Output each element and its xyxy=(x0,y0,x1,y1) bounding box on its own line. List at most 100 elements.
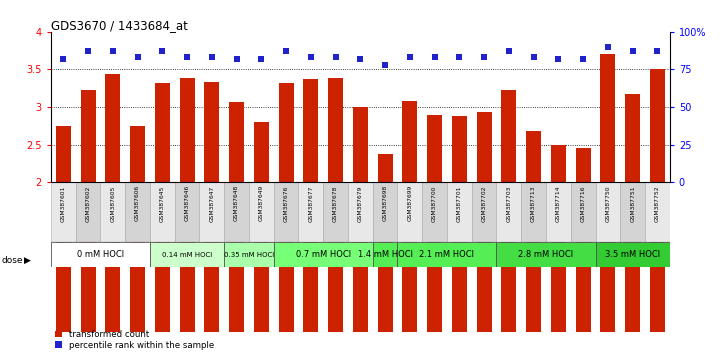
Bar xyxy=(596,242,670,267)
Bar xyxy=(422,182,447,242)
Point xyxy=(528,55,539,60)
Bar xyxy=(106,74,120,182)
Bar xyxy=(452,116,467,182)
Bar xyxy=(397,182,422,242)
Bar xyxy=(620,182,645,242)
Bar xyxy=(175,182,199,242)
Bar xyxy=(51,242,150,267)
Point xyxy=(553,56,564,62)
Bar xyxy=(650,69,665,182)
Bar xyxy=(180,79,194,182)
Text: GSM387714: GSM387714 xyxy=(556,185,561,222)
Point xyxy=(404,55,416,60)
Bar xyxy=(645,182,670,242)
Bar xyxy=(81,91,95,182)
Text: GSM387751: GSM387751 xyxy=(630,185,635,222)
Bar xyxy=(502,91,516,182)
Text: GSM387702: GSM387702 xyxy=(482,185,486,222)
Text: GSM387605: GSM387605 xyxy=(111,185,115,222)
Text: dose: dose xyxy=(1,256,23,265)
Bar xyxy=(452,116,467,332)
Text: GSM387701: GSM387701 xyxy=(457,185,462,222)
Point xyxy=(379,62,391,68)
Point xyxy=(206,55,218,60)
Bar xyxy=(205,82,219,182)
Bar xyxy=(279,83,293,332)
Bar xyxy=(155,83,170,182)
Bar xyxy=(323,182,348,242)
Text: GSM387647: GSM387647 xyxy=(210,185,214,222)
Text: GSM387699: GSM387699 xyxy=(408,185,412,221)
Bar xyxy=(304,79,318,182)
Bar xyxy=(403,101,417,182)
Bar xyxy=(274,242,373,267)
Point xyxy=(355,56,366,62)
Bar xyxy=(254,122,269,332)
Bar xyxy=(125,182,150,242)
Bar xyxy=(397,242,496,267)
Text: GSM387713: GSM387713 xyxy=(531,185,536,222)
Bar xyxy=(229,102,244,332)
Bar xyxy=(298,182,323,242)
Text: GSM387601: GSM387601 xyxy=(61,185,66,222)
Bar xyxy=(521,182,546,242)
Bar xyxy=(224,242,274,267)
Point xyxy=(157,48,168,54)
Point xyxy=(330,55,341,60)
Text: 1.4 mM HOCl: 1.4 mM HOCl xyxy=(357,250,413,259)
Bar xyxy=(106,74,120,332)
Point xyxy=(503,48,515,54)
Bar xyxy=(571,182,596,242)
Text: GSM387676: GSM387676 xyxy=(284,185,288,222)
Text: 0.7 mM HOCl: 0.7 mM HOCl xyxy=(296,250,351,259)
Bar xyxy=(403,101,417,332)
Bar xyxy=(502,91,516,332)
Text: GSM387648: GSM387648 xyxy=(234,185,239,221)
Bar xyxy=(224,182,249,242)
Bar xyxy=(254,122,269,182)
Bar xyxy=(596,182,620,242)
Bar xyxy=(348,182,373,242)
Point xyxy=(602,44,614,50)
Bar xyxy=(526,131,541,332)
Text: GSM387602: GSM387602 xyxy=(86,185,90,222)
Bar xyxy=(155,83,170,332)
Bar xyxy=(447,182,472,242)
Point xyxy=(652,48,663,54)
Bar xyxy=(150,242,224,267)
Bar xyxy=(373,182,397,242)
Bar xyxy=(378,154,392,332)
Text: GSM387703: GSM387703 xyxy=(507,185,511,222)
Text: GSM387678: GSM387678 xyxy=(333,185,338,222)
Bar xyxy=(650,69,665,332)
Bar xyxy=(576,148,590,332)
Text: 0.14 mM HOCl: 0.14 mM HOCl xyxy=(162,252,213,258)
Bar xyxy=(199,182,224,242)
Text: GSM387649: GSM387649 xyxy=(259,185,264,221)
Bar xyxy=(328,78,343,182)
Text: GSM387679: GSM387679 xyxy=(358,185,363,222)
Bar xyxy=(576,148,590,182)
Bar xyxy=(546,182,571,242)
Text: 2.1 mM HOCl: 2.1 mM HOCl xyxy=(419,250,475,259)
Bar xyxy=(427,114,442,332)
Bar xyxy=(551,144,566,332)
Point xyxy=(231,56,242,62)
Text: 0.35 mM HOCl: 0.35 mM HOCl xyxy=(223,252,274,258)
Bar xyxy=(373,242,397,267)
Bar xyxy=(130,126,145,182)
Point xyxy=(132,55,143,60)
Text: GSM387677: GSM387677 xyxy=(309,185,313,222)
Point xyxy=(478,55,490,60)
Text: GDS3670 / 1433684_at: GDS3670 / 1433684_at xyxy=(51,19,188,32)
Bar xyxy=(229,102,244,182)
Text: GSM387606: GSM387606 xyxy=(135,185,140,221)
Bar xyxy=(180,79,194,332)
Bar xyxy=(601,55,615,332)
Bar xyxy=(150,182,175,242)
Bar xyxy=(304,79,318,332)
Bar xyxy=(51,182,76,242)
Bar xyxy=(81,91,95,332)
Legend: transformed count, percentile rank within the sample: transformed count, percentile rank withi… xyxy=(55,330,214,350)
Bar xyxy=(274,182,298,242)
